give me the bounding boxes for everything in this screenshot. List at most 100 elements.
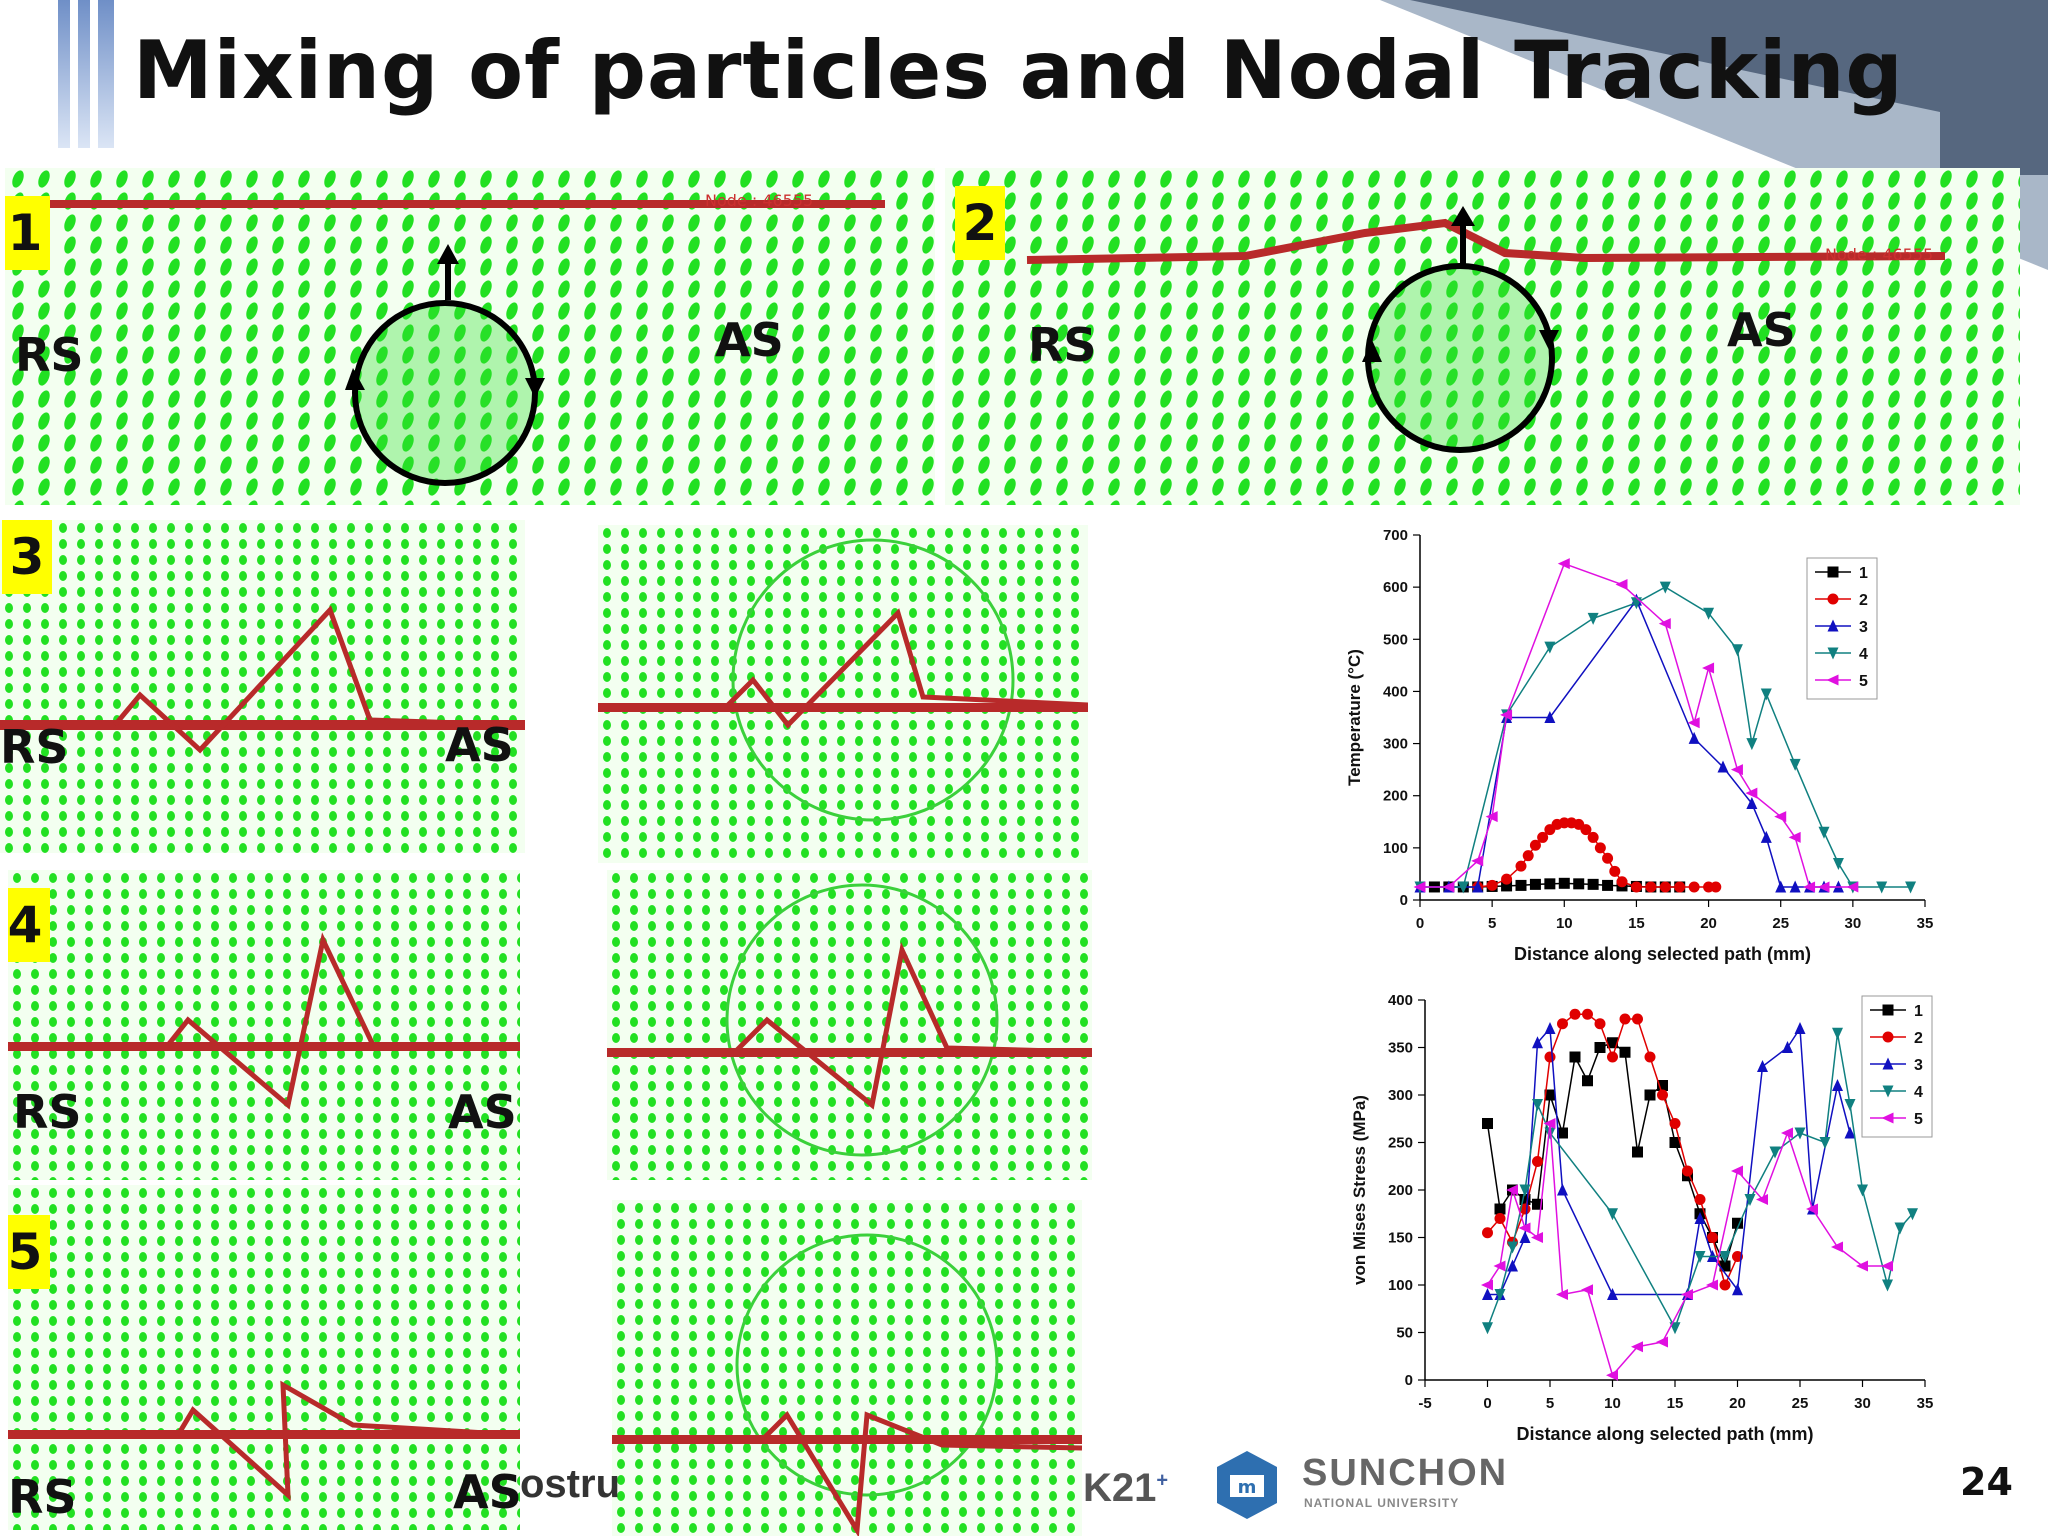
legend-marker-2 xyxy=(1882,1031,1894,1043)
retreating-side-label: RS xyxy=(8,1470,77,1524)
legend-marker-1 xyxy=(1882,1004,1894,1016)
legend-label-5: 5 xyxy=(1914,1111,1923,1128)
data-point-3 xyxy=(1832,1079,1843,1091)
data-point-2 xyxy=(1674,881,1686,893)
legend-marker-1 xyxy=(1827,566,1839,578)
data-point-3 xyxy=(1789,880,1801,893)
node-trajectory xyxy=(113,605,525,754)
legend-marker-4 xyxy=(1882,1085,1894,1098)
series-line-4 xyxy=(1486,1033,1914,1330)
data-point-5 xyxy=(1788,831,1801,843)
y-tick-label: 100 xyxy=(1383,840,1408,857)
data-point-4 xyxy=(1669,1322,1681,1335)
data-point-2 xyxy=(1645,881,1657,893)
data-point-3 xyxy=(1844,1126,1856,1139)
tracked-node-line xyxy=(612,1435,1082,1444)
data-point-3 xyxy=(1717,760,1729,773)
stress-chart: -5 0 5 10 15 20 25 30 35 0 50 100 150 200 250 300 350 400… xyxy=(1325,985,1945,1459)
data-point-5 xyxy=(1731,1165,1743,1177)
advancing-side-label: AS xyxy=(715,313,784,367)
panel-number-badge: 1 xyxy=(5,196,50,270)
slide-title: Mixing of particles and Nodal Tracking xyxy=(133,24,1904,117)
data-point-5 xyxy=(1581,1284,1593,1296)
advancing-side-label: AS xyxy=(445,718,514,772)
data-point-5 xyxy=(1756,1194,1768,1205)
data-point-5 xyxy=(1500,709,1513,721)
particle-field: Node : 46555 xyxy=(945,168,2020,505)
data-point-2 xyxy=(1688,881,1700,893)
data-point-5 xyxy=(1803,881,1816,893)
data-point-1 xyxy=(1557,1127,1568,1139)
data-point-4 xyxy=(1519,1184,1531,1197)
x-tick-label: 35 xyxy=(1917,1395,1934,1412)
particle-field xyxy=(8,1185,520,1530)
particle-field xyxy=(8,870,520,1180)
data-point-2 xyxy=(1644,1051,1656,1063)
data-point-1 xyxy=(1519,1194,1531,1205)
title-accent-bar xyxy=(98,0,114,148)
y-tick-label: 350 xyxy=(1388,1040,1413,1057)
footer-partial-text: ostru xyxy=(520,1462,620,1506)
page-number: 24 xyxy=(1960,1460,2013,1504)
simulation-panel-2: Node : 46555 2 RS AS xyxy=(945,168,2020,505)
x-tick-label: 30 xyxy=(1854,1395,1871,1412)
data-point-5 xyxy=(1557,558,1570,570)
advancing-side-label: AS xyxy=(453,1465,520,1519)
data-point-2 xyxy=(1515,860,1527,872)
data-point-2 xyxy=(1632,1013,1643,1025)
x-tick-label: 25 xyxy=(1772,915,1789,932)
x-tick-label: 5 xyxy=(1546,1395,1554,1412)
data-point-2 xyxy=(1657,1089,1668,1101)
x-axis-label: Distance along selected path (mm) xyxy=(1514,944,1811,964)
data-point-2 xyxy=(1482,1227,1493,1239)
data-point-4 xyxy=(1876,881,1888,894)
panel-number-badge: 5 xyxy=(8,1215,50,1289)
data-point-3 xyxy=(1532,1036,1543,1049)
data-point-1 xyxy=(1494,1203,1506,1215)
arrow-up-icon xyxy=(1539,330,1559,350)
x-tick-label: 10 xyxy=(1604,1395,1621,1412)
tracked-node-line xyxy=(5,200,885,208)
y-tick-label: 500 xyxy=(1383,631,1408,648)
x-tick-label: 10 xyxy=(1556,915,1573,932)
data-point-4 xyxy=(1832,858,1844,870)
data-point-3 xyxy=(1757,1060,1768,1072)
data-point-2 xyxy=(1594,842,1606,854)
data-point-4 xyxy=(1905,881,1917,894)
data-point-4 xyxy=(1760,688,1772,701)
legend-marker-3 xyxy=(1882,1057,1894,1070)
arrow-up-icon xyxy=(1451,206,1475,226)
node-trajectory xyxy=(166,932,520,1110)
data-point-3 xyxy=(1782,1041,1793,1053)
y-axis-label: von Mises Stress (MPa) xyxy=(1350,1095,1369,1285)
x-tick-label: 20 xyxy=(1700,915,1717,932)
x-tick-label: 20 xyxy=(1729,1395,1746,1412)
data-point-1 xyxy=(1529,878,1541,890)
data-point-3 xyxy=(1519,1231,1531,1243)
data-point-4 xyxy=(1894,1222,1906,1235)
data-point-1 xyxy=(1544,1089,1556,1101)
data-point-5 xyxy=(1681,1289,1693,1300)
data-point-1 xyxy=(1657,1080,1668,1091)
panel-number-badge: 4 xyxy=(8,888,50,962)
data-point-4 xyxy=(1731,644,1743,657)
data-point-5 xyxy=(1881,1260,1893,1272)
data-point-4 xyxy=(1532,1099,1543,1111)
data-point-3 xyxy=(1760,830,1772,843)
data-point-1 xyxy=(1607,1037,1618,1049)
legend-label-4: 4 xyxy=(1859,646,1868,663)
data-point-1 xyxy=(1569,1051,1581,1063)
data-point-5 xyxy=(1506,1184,1518,1196)
data-point-1 xyxy=(1602,879,1614,891)
data-point-5 xyxy=(1606,1369,1618,1381)
y-tick-label: 0 xyxy=(1405,1372,1413,1389)
series-line-5 xyxy=(1486,1123,1888,1377)
data-point-1 xyxy=(1669,1137,1681,1148)
data-point-3 xyxy=(1507,1259,1518,1272)
data-point-5 xyxy=(1471,855,1484,867)
data-point-4 xyxy=(1794,1127,1806,1140)
arrow-down-icon xyxy=(345,368,365,390)
legend-marker-2 xyxy=(1827,593,1839,605)
retreating-side-label: RS xyxy=(15,328,84,382)
retreating-side-label: RS xyxy=(0,720,69,774)
